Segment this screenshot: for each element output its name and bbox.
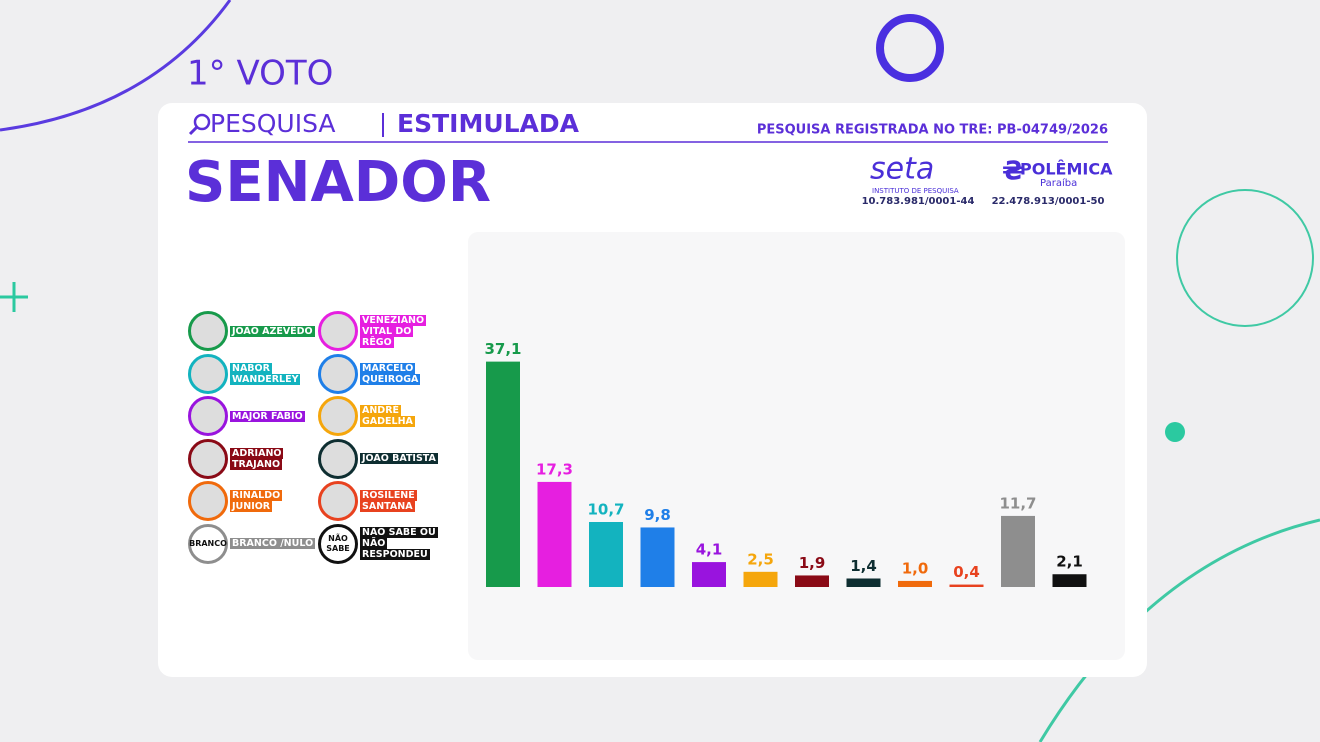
media-cnpj: 22.478.913/0001-50 [992,196,1105,207]
legend-name: NÃO SABE OU NÃO RESPONDEU [360,527,446,560]
bar [640,527,675,587]
legend-item: NABOR WANDERLEY [188,353,318,394]
legend-avatar [318,311,358,351]
legend-item: MAJOR FÁBIO [188,396,318,436]
survey-type: ESTIMULADA [397,109,580,138]
value-label: 2,1 [1056,553,1083,571]
avatar-label: BRANCO [189,538,227,548]
decor [1038,518,1320,742]
legend-text: RINALDO JUNIOR [230,490,283,512]
value-label: 17,3 [536,460,573,478]
legend-item: RINALDO JUNIOR [188,481,318,521]
legend-avatar [188,396,228,436]
legend-name: MARCELO QUEIROGA [360,362,446,385]
legend-avatar [318,481,358,521]
value-label: 1,4 [850,557,877,575]
legend-text: MAJOR FÁBIO [230,410,305,422]
value-label: 1,9 [799,554,826,572]
legend-avatar [188,438,228,479]
decor [876,14,944,82]
value-label: 1,0 [902,559,929,577]
institute-name: seta [870,152,934,187]
logo-mark: ₴ [1002,157,1024,187]
search-icon [188,125,199,136]
institute-cnpj: 10.783.981/0001-44 [862,196,975,207]
legend-item: ROSILENE SANTANA [318,481,448,521]
legend-text: NABOR WANDERLEY [230,362,301,385]
media-subtitle: Paraíba [1040,177,1077,189]
legend-text: VENEZIANO VITAL DO RÊGO [360,314,427,348]
registration: PESQUISA REGISTRADA NO TRE: PB-04749/202… [757,123,1108,138]
value-label: 2,5 [747,550,774,568]
legend-name: JOÃO BATISTA [360,453,446,464]
legend-text: MARCELO QUEIROGA [360,362,421,385]
legend-item: ANDRÉ GADELHA [318,396,448,436]
legend-item: VENEZIANO VITAL DO RÊGO [318,311,448,351]
decor [1176,189,1314,327]
legend-text: JOÃO AZEVÊDO [230,325,315,337]
legend-item: NÃO SABE NÃO SABE OU NÃO RESPONDEU [318,523,448,564]
legend-item: JOÃO AZEVÊDO [188,311,318,351]
legend-name: VENEZIANO VITAL DO RÊGO [360,314,446,348]
legend-name: ADRIANO TRAJANO [230,447,316,470]
plot-panel [468,232,1125,660]
legend-item: JOÃO BATISTA [318,438,448,479]
value-label: 11,7 [999,494,1036,512]
value-label: 9,8 [644,506,671,524]
value-label: 0,4 [953,563,980,581]
bar [846,578,881,587]
bar [537,481,572,587]
legend-avatar: NÃO SABE [318,523,358,564]
legend-item: MARCELO QUEIROGA [318,353,448,394]
decor [0,282,28,312]
legend-avatar [318,438,358,479]
media-name: POLÊMICA [1020,160,1113,179]
value-label: 10,7 [587,500,624,518]
legend-name: ROSILENE SANTANA [360,490,446,512]
bar [795,575,829,587]
legend-name: JOÃO AZEVÊDO [230,325,316,337]
legend-avatar: BRANCO [188,523,228,564]
bar [1001,515,1035,587]
legend-avatar [318,396,358,436]
legend-avatar [318,353,358,394]
legend-text: ANDRÉ GADELHA [360,405,415,427]
survey-label: PESQUISA [210,109,336,138]
bar [1052,574,1087,587]
legend-name: NABOR WANDERLEY [230,362,316,385]
decor [0,0,232,132]
avatar-label: NÃO SABE [326,533,350,553]
legend-text: BRANCO /NULO [230,538,316,549]
legend-avatar [188,353,228,394]
value-label: 37,1 [484,340,521,358]
institute-subtitle: INSTITUTO DE PESQUISA [872,187,959,195]
legend-text: ROSILENE SANTANA [360,490,417,512]
search-icon [193,113,211,131]
legend-avatar [188,481,228,521]
bar [589,521,623,587]
legend-name: ANDRÉ GADELHA [360,405,446,427]
legend-text: NÃO SABE OU NÃO RESPONDEU [360,527,438,560]
bar [486,361,520,587]
decor [1165,422,1185,442]
bar [949,584,984,587]
legend-name: BRANCO /NULO [230,538,316,549]
legend-item: BRANCO BRANCO /NULO [188,523,318,564]
bar [743,571,778,587]
legend-name: MAJOR FÁBIO [230,410,316,422]
vote-round: 1° VOTO [187,54,333,94]
legend-text: JOÃO BATISTA [360,453,438,464]
value-label: 4,1 [696,541,723,559]
legend-avatar [188,311,228,351]
office: SENADOR [185,150,491,215]
bar [898,580,932,587]
bar [692,562,726,587]
legend-name: RINALDO JUNIOR [230,490,316,512]
legend-text: ADRIANO TRAJANO [230,447,284,470]
legend-item: ADRIANO TRAJANO [188,438,318,479]
